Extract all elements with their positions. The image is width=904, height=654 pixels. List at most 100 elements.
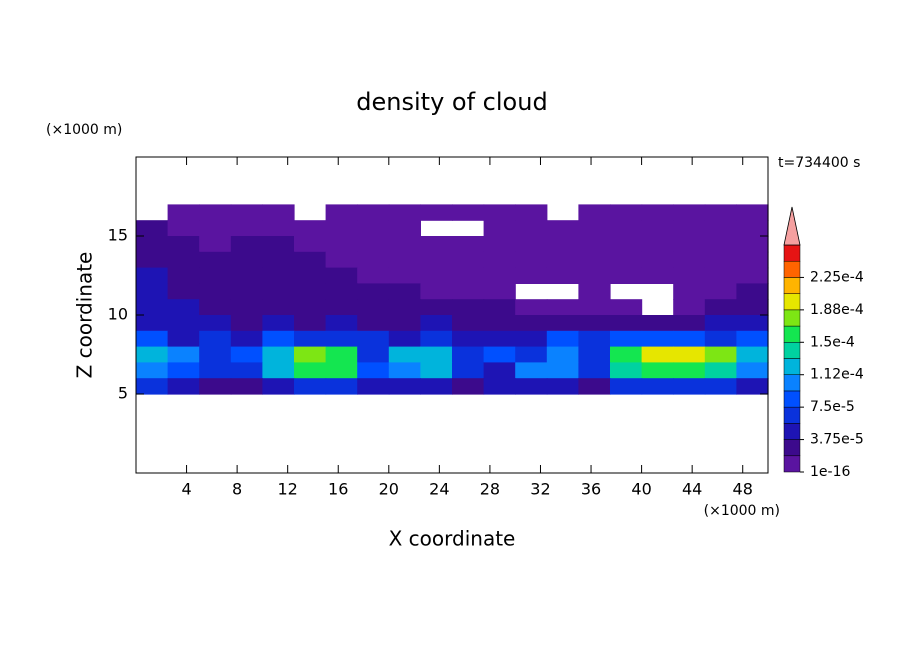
contour-cell [578,315,611,332]
contour-cell [673,315,706,332]
contour-cell [483,330,516,348]
contour-cell [483,283,516,300]
contour-cell [704,267,737,284]
contour-cell [673,378,706,395]
x-tick-label: 16 [328,480,348,499]
contour-cell [388,283,421,300]
contour-cell [673,299,706,316]
contour-cell [136,251,169,269]
colorbar-tick-label: 3.75e-5 [810,432,864,448]
contour-cell [199,330,232,348]
contour-cell [515,346,548,363]
contour-cell [515,251,548,269]
contour-cell [167,299,200,316]
x-tick-label: 8 [232,480,242,499]
colorbar-box [783,342,801,359]
contour-cell [704,220,737,237]
contour-cell [199,362,232,379]
contour-cell [325,315,358,332]
contour-cell [230,330,263,348]
contour-cell [325,236,358,253]
colorbar-box [783,325,801,343]
contour-cell [641,251,674,269]
contour-cell [230,346,263,363]
x-tick-label: 48 [733,480,753,499]
contour-cell [641,330,674,348]
contour-cell [546,362,579,379]
contour-cell [294,283,327,300]
contour-cell [388,315,421,332]
contour-cell [673,236,706,253]
contour-cell [452,315,485,332]
contour-cell [230,251,263,269]
contour-cell [515,267,548,284]
contour-cell [325,251,358,269]
contour-cell [546,346,579,363]
contour-cell [704,283,737,300]
contour-cell [736,315,769,332]
contour-cell [357,378,390,395]
contour-cell [736,299,769,316]
contour-cell [294,236,327,253]
contour-cell [325,283,358,300]
contour-cell [483,378,516,395]
contour-cell [483,251,516,269]
colorbar-box [783,423,801,440]
contour-cell [388,299,421,316]
contour-cell [673,251,706,269]
contour-cell [230,236,263,253]
contour-cell [578,204,611,221]
x-unit: (×1000 m) [704,503,780,519]
contour-cell [262,315,295,332]
contour-cell [483,220,516,237]
contour-cell [704,330,737,348]
contour-cell [483,315,516,332]
x-axis-label: X coordinate [389,527,516,551]
colorbar-tick-label: 2.25e-4 [810,269,864,285]
contour-cell [641,236,674,253]
contour-cell [136,267,169,284]
contour-cell [704,378,737,395]
contour-cell [420,251,453,269]
contour-cell [673,220,706,237]
contour-cell [515,330,548,348]
contour-cell [294,267,327,284]
colorbar-box [783,260,801,278]
contour-cell [230,362,263,379]
contour-cell [452,204,485,221]
contour-cell [262,362,295,379]
contour-cell [610,315,643,332]
contour-cell [136,283,169,300]
contour-cell [420,378,453,395]
contour-cell [294,315,327,332]
contour-cell [515,220,548,237]
contour-cell [357,204,390,221]
contour-cell [294,330,327,348]
contour-cell [294,299,327,316]
contour-cell [736,378,769,395]
contour-cell [136,315,169,332]
contour-cell [262,346,295,363]
contour-cell [357,236,390,253]
contour-cell [673,204,706,221]
contour-cell [167,236,200,253]
contour-cell [736,236,769,253]
colorbar-over [783,206,801,246]
contour-cell [199,204,232,221]
contour-cell [294,378,327,395]
colorbar-tick-label: 1.12e-4 [810,367,864,383]
contour-cell [546,220,579,237]
contour-cell [325,220,358,237]
contour-cell [199,236,232,253]
contour-cell [230,283,263,300]
contour-cell [325,378,358,395]
contour-cell [136,378,169,395]
contour-cell [483,236,516,253]
contour-cell [167,204,200,221]
contour-cell [357,315,390,332]
contour-cell [388,330,421,348]
contour-cell [262,220,295,237]
contour-cell [199,315,232,332]
contour-cell [515,315,548,332]
